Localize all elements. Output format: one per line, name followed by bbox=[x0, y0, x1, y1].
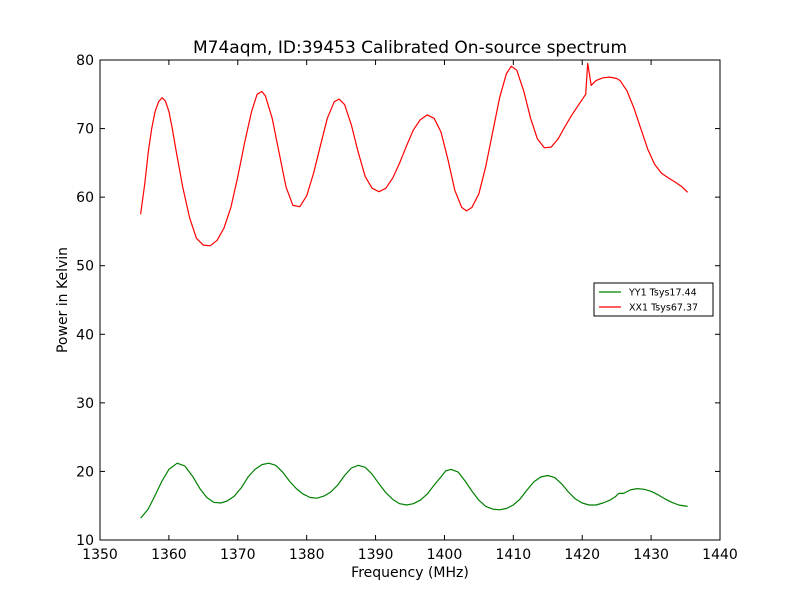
x-tick-label: 1380 bbox=[289, 547, 325, 563]
y-tick-label: 70 bbox=[76, 122, 94, 138]
x-tick-label: 1360 bbox=[151, 547, 187, 563]
y-tick-label: 50 bbox=[76, 259, 94, 275]
series-line-xx1 bbox=[140, 62, 689, 247]
y-tick-label: 80 bbox=[76, 53, 94, 69]
x-tick-label: 1440 bbox=[702, 547, 738, 563]
y-tick-label: 30 bbox=[76, 396, 94, 412]
series-line-yy1 bbox=[140, 462, 688, 519]
y-tick-label: 40 bbox=[76, 327, 94, 343]
tick-layer: 1350 1360 1370 1380 1390 1400 1410 1420 1430 1440… bbox=[76, 53, 738, 563]
legend-label-xx1: XX1 Tsys67.37 bbox=[629, 303, 698, 314]
series-layer bbox=[140, 62, 689, 519]
y-axis-label: Power in Kelvin bbox=[55, 247, 71, 353]
y-tick-label: 10 bbox=[76, 533, 94, 549]
x-tick-label: 1400 bbox=[427, 547, 463, 563]
chart-title: M74aqm, ID:39453 Calibrated On-source sp… bbox=[193, 38, 627, 58]
x-axis-label: Frequency (MHz) bbox=[351, 565, 469, 581]
x-tick-label: 1350 bbox=[82, 547, 118, 563]
x-tick-label: 1410 bbox=[496, 547, 532, 563]
plot-frame bbox=[99, 59, 721, 541]
x-tick-label: 1390 bbox=[358, 547, 394, 563]
x-tick-label: 1420 bbox=[564, 547, 600, 563]
legend: YY1 Tsys17.44 XX1 Tsys67.37 bbox=[593, 282, 714, 317]
legend-label-yy1: YY1 Tsys17.44 bbox=[628, 288, 697, 299]
y-tick-label: 20 bbox=[76, 464, 94, 480]
x-tick-label: 1370 bbox=[220, 547, 256, 563]
legend-box bbox=[593, 282, 714, 317]
x-tick-label: 1430 bbox=[633, 547, 669, 563]
y-tick-label: 60 bbox=[76, 190, 94, 206]
